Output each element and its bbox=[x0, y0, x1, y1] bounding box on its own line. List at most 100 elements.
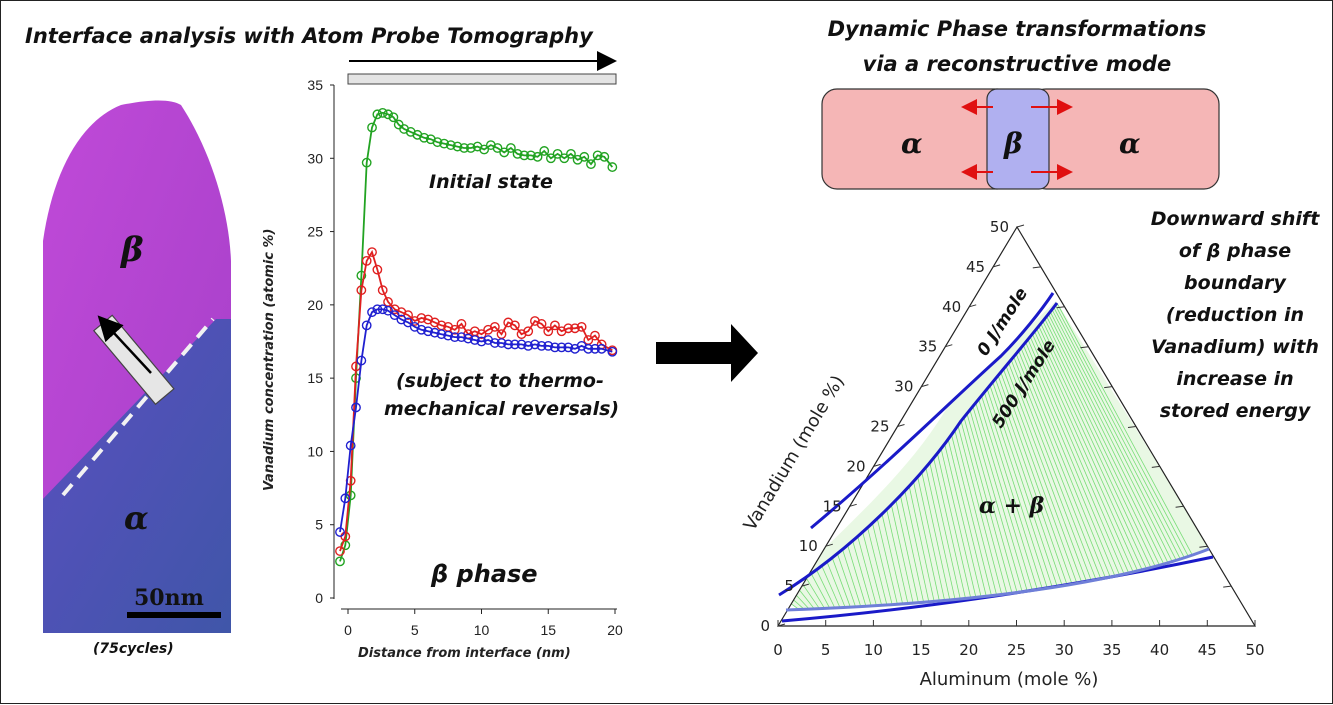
tie-line bbox=[917, 476, 946, 601]
chart-annotation-initial: Initial state bbox=[429, 171, 553, 193]
tern-left-tick bbox=[873, 463, 881, 467]
series-point-2 bbox=[443, 330, 454, 341]
tie-line bbox=[1036, 328, 1147, 569]
tie-line bbox=[995, 378, 1068, 586]
tie-line bbox=[836, 553, 856, 608]
series-point-0 bbox=[445, 140, 456, 150]
tern-left-tick-label: 5 bbox=[784, 577, 794, 595]
x-tick-label: 10 bbox=[474, 622, 490, 638]
tie-line bbox=[1003, 368, 1083, 583]
tern-right-tick bbox=[1080, 346, 1089, 349]
series-point-0 bbox=[499, 147, 510, 158]
tie-line bbox=[989, 385, 1058, 587]
tie-line bbox=[969, 409, 1023, 593]
series-point-2 bbox=[583, 343, 594, 354]
tie-line bbox=[1008, 362, 1092, 582]
series-point-2 bbox=[596, 343, 607, 354]
alpha-boundary-upper bbox=[785, 547, 1210, 612]
tern-left-tick-label: 40 bbox=[942, 298, 961, 316]
scale-bar-label: 50nm bbox=[134, 585, 204, 611]
tie-line bbox=[857, 536, 877, 606]
tie-line bbox=[904, 490, 930, 602]
series-point-0 bbox=[388, 112, 399, 123]
interface-dashed-line bbox=[61, 317, 215, 497]
tern-left-tick-label: 0 bbox=[760, 617, 770, 635]
tie-line bbox=[886, 509, 909, 604]
tie-line bbox=[1046, 316, 1169, 564]
side-note: Downward shift of β phase boundary (reducti… bbox=[1151, 208, 1320, 422]
series-point-1 bbox=[590, 330, 600, 341]
series-point-0 bbox=[566, 148, 576, 159]
tie-line bbox=[978, 399, 1038, 590]
tie-line bbox=[1022, 344, 1120, 576]
tern-left-tick bbox=[849, 503, 857, 507]
tie-line bbox=[1038, 326, 1152, 568]
tie-line bbox=[1056, 302, 1193, 556]
tern-right-tick bbox=[1032, 266, 1041, 269]
series-point-2 bbox=[530, 339, 540, 350]
series-point-1 bbox=[576, 321, 587, 332]
side-note-line: Downward shift bbox=[1151, 208, 1320, 230]
series-point-1 bbox=[356, 285, 367, 296]
series-point-0 bbox=[539, 146, 550, 156]
tie-line bbox=[831, 557, 851, 608]
series-point-2 bbox=[607, 346, 618, 357]
tie-line bbox=[842, 549, 862, 607]
series-point-2 bbox=[590, 343, 600, 354]
analysis-direction-arrow bbox=[97, 315, 152, 374]
y-tick-label: 15 bbox=[307, 370, 323, 386]
chart-y-ticks: 0 5 10 15 20 25 30 35 bbox=[307, 77, 334, 606]
tie-line bbox=[954, 429, 998, 596]
series-point-1 bbox=[523, 326, 534, 337]
tern-left-tick-label: 35 bbox=[918, 338, 937, 356]
schematic-alpha-right: α bbox=[1119, 127, 1141, 160]
side-note-line: boundary bbox=[1184, 272, 1287, 294]
series-point-1 bbox=[536, 319, 547, 329]
series-point-1 bbox=[403, 310, 413, 321]
tie-line bbox=[992, 381, 1063, 587]
series-point-0 bbox=[607, 162, 618, 172]
series-point-2 bbox=[377, 304, 388, 315]
tie-line bbox=[1013, 356, 1102, 580]
series-point-2 bbox=[556, 342, 567, 353]
series-point-0 bbox=[465, 143, 476, 153]
tie-line bbox=[862, 531, 883, 606]
tie-line bbox=[963, 417, 1013, 594]
tie-line bbox=[1034, 331, 1143, 571]
boundary-500-jmole bbox=[778, 302, 1059, 597]
apt-beta-label: β bbox=[119, 230, 144, 270]
series-point-0 bbox=[459, 143, 470, 153]
tie-line bbox=[847, 544, 867, 607]
series-point-1 bbox=[509, 320, 520, 331]
apt-alpha-region bbox=[43, 319, 231, 633]
tie-line bbox=[1053, 307, 1185, 558]
tern-x-tick-label: 0 bbox=[773, 641, 783, 659]
y-tick-label: 10 bbox=[307, 443, 323, 459]
tie-line bbox=[1051, 309, 1181, 560]
tern-left-tick-label: 10 bbox=[799, 537, 818, 555]
y-tick-label: 5 bbox=[315, 517, 323, 533]
cycles-caption: (75cycles) bbox=[93, 641, 174, 657]
right-title-line1: Dynamic Phase transformations bbox=[828, 17, 1207, 41]
right-title-line2: via a reconstructive mode bbox=[863, 52, 1172, 76]
tie-line bbox=[966, 413, 1018, 593]
tie-line bbox=[1042, 321, 1160, 566]
tie-line bbox=[937, 453, 972, 599]
tern-left-tick bbox=[897, 424, 905, 427]
series-point-0 bbox=[546, 153, 556, 164]
chart-annotation-reversals-2: mechanical reversals) bbox=[384, 398, 619, 420]
series-point-2 bbox=[509, 339, 520, 350]
chart-y-label: Vanadium concentration (atomic %) bbox=[262, 229, 277, 491]
series-point-2 bbox=[429, 327, 440, 338]
tieline-region bbox=[778, 301, 1211, 611]
series-point-1 bbox=[476, 329, 487, 340]
tie-line bbox=[867, 527, 888, 606]
series-point-0 bbox=[552, 148, 563, 159]
tie-line bbox=[925, 467, 956, 600]
series-point-0 bbox=[479, 144, 490, 155]
side-note-line: increase in bbox=[1176, 368, 1293, 390]
region-label: α + β bbox=[979, 493, 1045, 519]
tie-line bbox=[908, 486, 935, 602]
series-line-2 bbox=[339, 308, 613, 533]
ternary-x-label: Aluminum (mole %) bbox=[920, 669, 1099, 690]
